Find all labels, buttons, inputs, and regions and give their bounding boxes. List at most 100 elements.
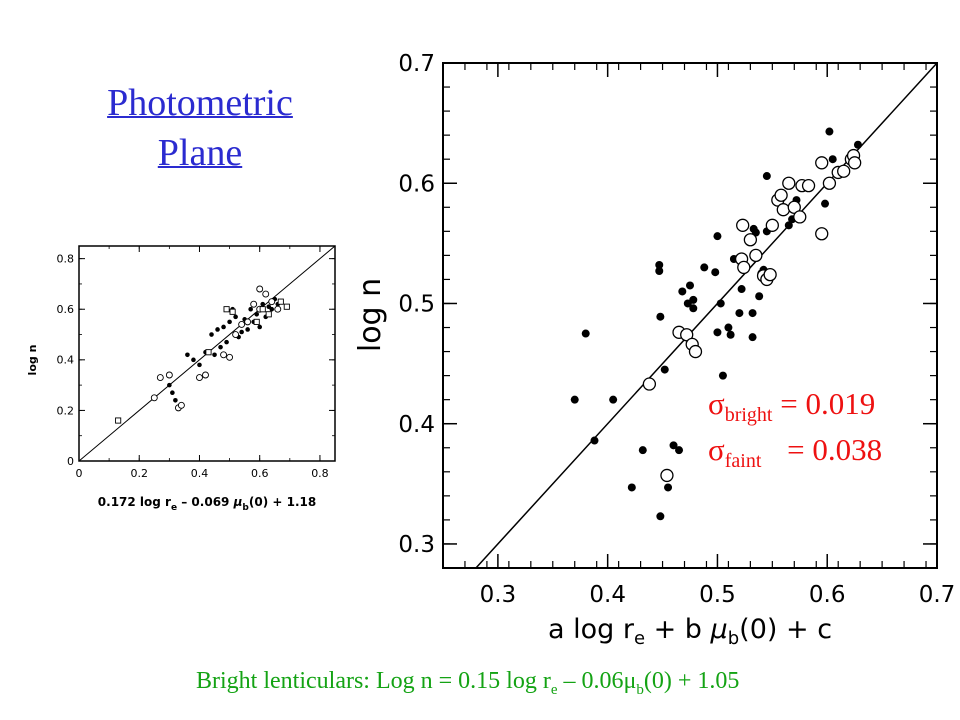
- data-point-open: [196, 374, 203, 381]
- y-tick-label: 0.2: [57, 404, 75, 417]
- data-point-filled: [197, 362, 202, 368]
- data-point-filled: [173, 397, 178, 403]
- data-point-open: [801, 178, 816, 193]
- data-point-open: [202, 371, 209, 379]
- data-point-filled: [224, 339, 229, 345]
- data-point-filled: [828, 155, 837, 164]
- data-point-open: [776, 203, 790, 217]
- data-point-open: [232, 331, 240, 338]
- data-point-square: [265, 311, 272, 318]
- data-point-filled: [254, 311, 259, 317]
- data-point-filled: [203, 349, 208, 355]
- data-point-filled: [683, 299, 692, 308]
- faint-value: = 0.038: [787, 432, 883, 467]
- data-point-square: [283, 303, 290, 310]
- data-point-filled: [656, 512, 665, 521]
- data-point-open: [771, 193, 785, 207]
- sigma-symbol: σ: [708, 386, 725, 421]
- sigma-bright-annotation: σbright = 0.019: [708, 386, 875, 427]
- data-point-filled: [272, 296, 278, 302]
- data-point-filled: [686, 281, 694, 290]
- data-point-open: [844, 152, 859, 166]
- data-point-filled: [245, 327, 250, 332]
- x-tick-label: 0: [76, 467, 83, 480]
- data-point-filled: [724, 323, 733, 332]
- data-point-open: [226, 353, 234, 361]
- data-point-filled: [215, 327, 220, 332]
- data-point-filled: [675, 446, 684, 455]
- data-point-filled: [689, 304, 698, 313]
- data-point-filled: [735, 309, 744, 318]
- data-point-open: [642, 377, 657, 391]
- data-point-filled: [167, 382, 172, 388]
- caption-part-1: Bright lenticulars: Log n = 0.15 log r: [196, 668, 551, 694]
- title-line-1: Photometric: [107, 82, 293, 124]
- y-tick-label: 0.5: [398, 292, 435, 318]
- y-tick-label: 0.7: [398, 51, 435, 77]
- data-point-open: [760, 272, 774, 287]
- y-tick-label: 0: [67, 455, 74, 468]
- data-point-open: [737, 260, 751, 275]
- title-line-2: Plane: [157, 132, 243, 174]
- caption-part-2: – 0.06μ: [557, 668, 637, 694]
- data-point-filled: [266, 304, 272, 310]
- data-point-filled: [749, 224, 758, 233]
- data-point-filled: [689, 295, 698, 304]
- data-point-filled: [236, 334, 241, 340]
- data-point-filled: [191, 357, 196, 363]
- data-point-filled: [656, 312, 665, 321]
- data-point-filled: [711, 268, 720, 277]
- inset-tick-labels: 0 0.2 0.4 0.6 0.8 0 0.2 0.4 0.6 0.8: [57, 252, 329, 480]
- caption-equation: Bright lenticulars: Log n = 0.15 log re …: [196, 668, 739, 699]
- data-point-filled: [664, 483, 673, 492]
- data-point-open: [765, 218, 779, 232]
- data-point-filled: [759, 265, 768, 274]
- data-point-filled: [212, 352, 217, 358]
- y-tick-label: 0.4: [398, 412, 435, 438]
- data-point-filled: [251, 319, 256, 325]
- inset-y-axis-label: log n: [26, 345, 39, 376]
- data-point-open: [763, 267, 777, 282]
- data-point-filled: [227, 319, 232, 325]
- x-tick-label: 0.2: [130, 467, 148, 480]
- data-point-filled: [263, 314, 269, 320]
- x-tick-label: 0.4: [191, 467, 209, 480]
- data-point-open: [688, 344, 703, 359]
- inset-fit-line: [79, 246, 335, 461]
- data-point-open: [672, 325, 686, 339]
- data-point-open: [846, 148, 861, 163]
- data-point-filled: [748, 309, 757, 318]
- main-plot-frame: [442, 62, 938, 569]
- data-point-open: [734, 252, 749, 266]
- data-point-filled: [590, 436, 599, 445]
- data-point-filled: [762, 227, 771, 236]
- data-point-filled: [700, 263, 709, 272]
- main-ticks: [442, 62, 938, 568]
- data-point-open: [837, 164, 851, 178]
- data-point-filled: [275, 301, 281, 307]
- data-point-open: [174, 404, 182, 412]
- main-fit-line: [474, 63, 937, 568]
- data-point-open: [660, 468, 674, 483]
- data-point-filled: [221, 324, 226, 330]
- data-point-filled: [801, 181, 810, 190]
- data-point-filled: [788, 215, 797, 224]
- data-point-filled: [239, 329, 244, 335]
- data-point-filled: [757, 269, 766, 278]
- data-point-filled: [678, 287, 687, 296]
- data-point-open: [743, 233, 758, 247]
- x-tick-label: 0.7: [919, 582, 956, 608]
- data-point-square: [277, 298, 284, 305]
- data-point-filled: [853, 140, 862, 149]
- data-point-filled: [627, 483, 636, 492]
- data-point-open: [756, 269, 771, 283]
- sigma-symbol: σ: [708, 432, 725, 467]
- data-point-square: [229, 308, 236, 315]
- data-point-open: [774, 188, 788, 202]
- data-point-open: [238, 320, 246, 328]
- data-point-filled: [581, 329, 590, 338]
- data-point-open: [848, 156, 862, 170]
- inset-data-points: [115, 285, 290, 424]
- data-point-open: [262, 290, 270, 298]
- data-point-filled: [660, 365, 669, 374]
